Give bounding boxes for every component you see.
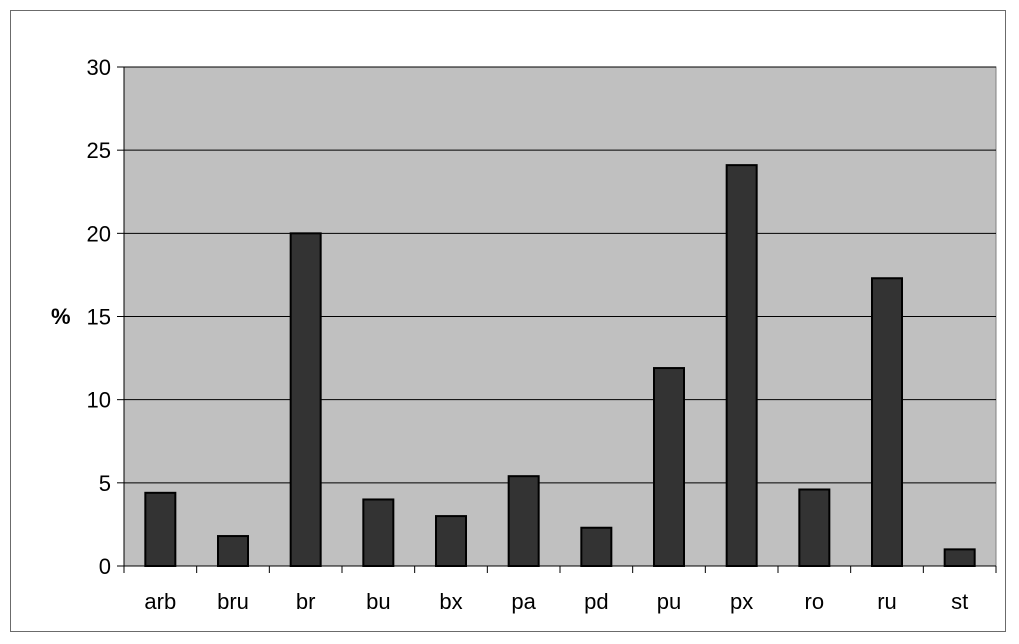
x-tick-label: br (296, 589, 316, 614)
x-tick-label: bu (366, 589, 390, 614)
y-tick-labels: 0 5 10 15 20 25 30 (87, 55, 111, 579)
bar-bu (362, 498, 395, 568)
axes (117, 66, 997, 573)
y-tick-label: 25 (87, 138, 111, 163)
gridlines (124, 66, 996, 484)
bar-arb (144, 491, 177, 567)
y-axis-label: % (51, 304, 71, 329)
x-tick-label: ru (877, 589, 897, 614)
bar-st (943, 548, 976, 567)
x-tick-label: ro (805, 589, 825, 614)
y-tick-label: 30 (87, 55, 111, 80)
bar-bx (435, 515, 467, 568)
x-tick-labels: arb bru br bu bx pa pd pu px ro ru st (144, 589, 968, 614)
x-tick-label: arb (144, 589, 176, 614)
x-tick-label: bx (439, 589, 462, 614)
y-tick-label: 5 (99, 471, 111, 496)
bar-px (725, 164, 758, 568)
bars (144, 164, 976, 568)
x-tick-label: pd (584, 589, 608, 614)
bar-bru (217, 535, 249, 567)
bar-ro (798, 488, 831, 567)
x-tick-label: bru (217, 589, 249, 614)
x-tick-label: pa (511, 589, 536, 614)
bar-pu (653, 367, 685, 567)
chart-frame: 0 5 10 15 20 25 30 arb bru br bu bx pa pd pu px ro ru st … (10, 10, 1006, 632)
x-tick-label: st (951, 589, 968, 614)
y-tick-label: 0 (99, 554, 111, 579)
bar-pa (507, 475, 540, 567)
y-tick-label: 15 (87, 305, 111, 330)
x-tick-label: pu (657, 589, 681, 614)
bar-ru (871, 277, 903, 567)
y-tick-label: 10 (87, 388, 111, 413)
bar-br (289, 232, 322, 567)
x-tick-label: px (730, 589, 753, 614)
y-tick-label: 20 (87, 221, 111, 246)
bar-pd (580, 526, 613, 568)
